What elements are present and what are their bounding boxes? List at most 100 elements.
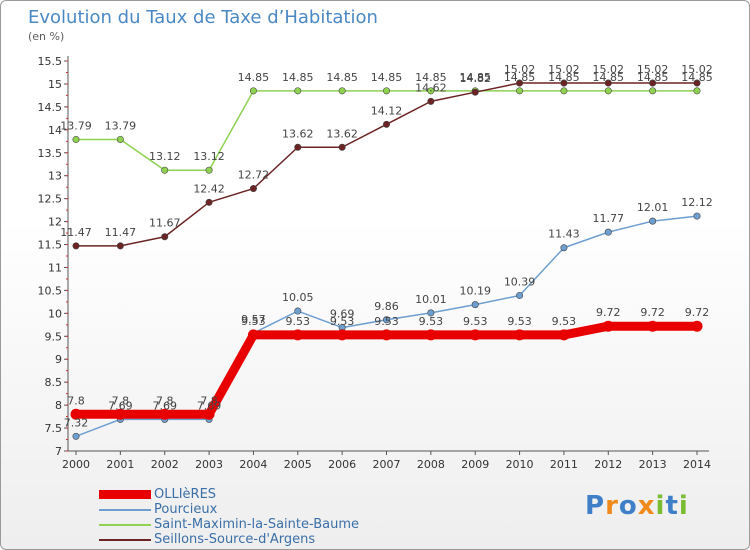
x-tick-label: 2014	[683, 458, 711, 471]
x-tick-label: 2004	[239, 458, 267, 471]
data-point	[161, 233, 169, 241]
data-point	[516, 79, 524, 87]
data-label: 14.85	[593, 71, 625, 84]
data-label: 9.53	[552, 315, 577, 328]
data-label: 13.62	[282, 127, 314, 140]
data-label: 7.8	[112, 394, 130, 407]
data-point	[604, 87, 612, 95]
data-label: 14.85	[326, 71, 358, 84]
data-label: 14.85	[548, 71, 580, 84]
data-label: 14.85	[371, 71, 403, 84]
legend-item: Pourcieux	[99, 502, 359, 517]
data-point	[427, 97, 435, 105]
data-point	[205, 166, 213, 174]
data-point	[691, 320, 703, 332]
data-point	[72, 135, 80, 143]
legend-swatch	[99, 523, 151, 526]
data-label: 14.85	[681, 71, 713, 84]
data-point	[427, 87, 435, 95]
x-tick-label: 2006	[328, 458, 356, 471]
data-point	[604, 228, 612, 236]
x-tick-label: 2005	[284, 458, 312, 471]
y-tick-label: 13	[48, 170, 62, 183]
legend-item: OLLIèRES	[99, 487, 359, 502]
data-point	[72, 242, 80, 250]
data-label: 9.72	[685, 306, 710, 319]
legend-label: Saint-Maximin-la-Sainte-Baume	[154, 517, 359, 532]
data-label: 15.02	[593, 63, 625, 76]
data-label: 9.53	[330, 315, 355, 328]
x-tick-label: 2013	[639, 458, 667, 471]
data-label: 11.77	[593, 212, 625, 225]
y-tick-label: 10.5	[38, 284, 63, 297]
data-label: 12.42	[193, 182, 225, 195]
data-point	[425, 329, 437, 341]
data-label: 7.69	[197, 399, 222, 412]
data-point	[560, 87, 568, 95]
data-point	[382, 316, 390, 324]
y-tick-label: 11	[48, 261, 62, 274]
y-tick-label: 9	[55, 353, 62, 366]
data-point	[72, 432, 80, 440]
data-label: 9.57	[241, 313, 266, 326]
data-point	[338, 143, 346, 151]
chart-subtitle: (en %)	[28, 30, 65, 43]
data-label: 11.47	[105, 226, 137, 239]
y-tick-label: 12.5	[38, 193, 63, 206]
data-label: 7.69	[152, 399, 177, 412]
legend-label: OLLIèRES	[154, 487, 217, 502]
x-tick-label: 2012	[594, 458, 622, 471]
data-label: 14.85	[282, 71, 314, 84]
y-tick-label: 13.5	[38, 147, 63, 160]
data-point	[558, 329, 570, 341]
data-point	[469, 329, 481, 341]
data-point	[693, 79, 701, 87]
x-tick-label: 2010	[506, 458, 534, 471]
data-point	[381, 329, 392, 341]
data-label: 14.62	[415, 81, 447, 94]
y-tick-label: 7	[55, 445, 62, 458]
data-label: 13.12	[193, 150, 225, 163]
data-label: 12.01	[637, 201, 669, 214]
data-label: 11.67	[149, 217, 181, 230]
x-tick-label: 2008	[417, 458, 445, 471]
data-label: 14.85	[459, 71, 491, 84]
legend-item: Saint-Maximin-la-Sainte-Baume	[99, 517, 359, 532]
data-label: 9.72	[640, 306, 665, 319]
data-point	[70, 408, 82, 420]
data-label: 9.72	[596, 306, 621, 319]
data-point	[159, 408, 171, 420]
data-label: 15.02	[637, 63, 669, 76]
legend-label: Seillons-Source-d'Argens	[154, 532, 316, 547]
data-label: 9.53	[241, 315, 266, 328]
data-label: 9.69	[330, 308, 355, 321]
data-point	[427, 309, 435, 317]
y-tick-label: 8.5	[45, 376, 63, 389]
data-point	[649, 79, 657, 87]
data-point	[249, 185, 257, 193]
data-label: 10.19	[459, 285, 491, 298]
y-tick-label: 14	[48, 124, 62, 137]
data-label: 14.85	[415, 71, 447, 84]
data-point	[116, 135, 124, 143]
data-label: 11.43	[548, 228, 580, 241]
data-point	[382, 120, 390, 128]
x-tick-label: 2002	[151, 458, 179, 471]
data-label: 14.85	[504, 71, 536, 84]
data-label: 10.01	[415, 293, 447, 306]
data-point	[292, 329, 304, 341]
chart-title: Evolution du Taux de Taxe d’Habitation	[28, 7, 378, 28]
chart-legend: OLLIèRES Pourcieux Saint-Maximin-la-Sainte…	[99, 487, 359, 547]
data-point	[516, 87, 524, 95]
y-tick-label: 15	[48, 78, 62, 91]
data-label: 7.8	[200, 394, 218, 407]
data-point	[560, 244, 568, 252]
data-label: 14.85	[238, 71, 270, 84]
data-label: 14.85	[637, 71, 669, 84]
x-tick-label: 2000	[62, 458, 90, 471]
data-label: 13.79	[105, 119, 137, 132]
data-label: 13.79	[60, 119, 92, 132]
data-label: 11.47	[60, 226, 92, 239]
data-label: 15.02	[548, 63, 580, 76]
